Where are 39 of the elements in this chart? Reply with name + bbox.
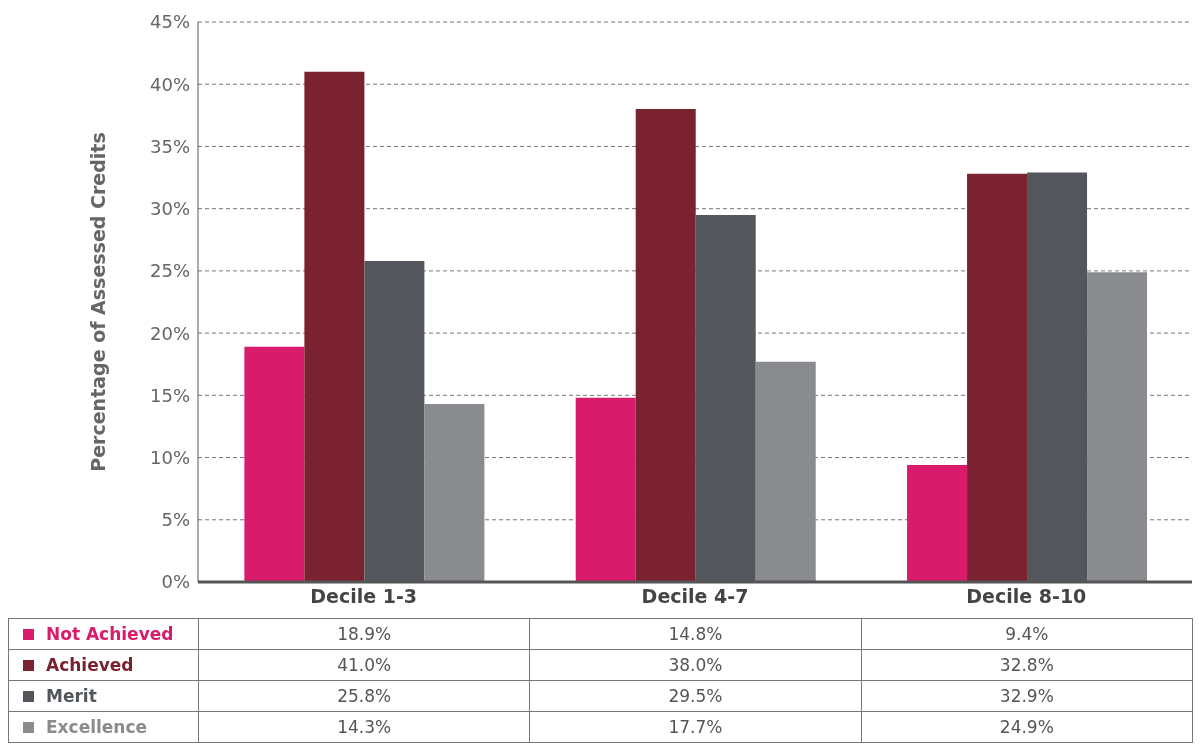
data-label: 38.0%: [529, 649, 862, 681]
legend-label: Achieved: [8, 649, 199, 681]
bar: [907, 465, 968, 582]
x-tick-label: Decile 1-3: [310, 585, 418, 608]
y-tick-label: 40%: [149, 73, 190, 95]
y-tick-label: 25%: [149, 260, 190, 282]
y-tick-label: 15%: [149, 384, 190, 406]
legend-label: Excellence: [8, 711, 199, 743]
y-tick-label: 0%: [161, 571, 190, 593]
data-label: 32.8%: [861, 649, 1193, 681]
data-label: 14.3%: [198, 711, 530, 743]
data-label: 18.9%: [198, 618, 530, 650]
data-label: 41.0%: [198, 649, 530, 681]
data-label: 14.8%: [529, 618, 862, 650]
data-label: 9.4%: [861, 618, 1193, 650]
bar: [304, 71, 365, 582]
data-label: 24.9%: [861, 711, 1193, 743]
data-label: 17.7%: [529, 711, 862, 743]
data-label: 32.9%: [861, 680, 1193, 712]
bar: [424, 404, 485, 582]
bar: [755, 361, 816, 582]
data-label: 29.5%: [529, 680, 862, 712]
legend-label: Merit: [8, 680, 199, 712]
data-label: 25.8%: [198, 680, 530, 712]
bar: [575, 397, 636, 582]
y-tick-label: 20%: [149, 322, 190, 344]
legend-label: Not Achieved: [8, 618, 199, 650]
bar: [967, 173, 1028, 582]
bar: [635, 109, 696, 582]
bar: [1087, 272, 1148, 582]
y-tick-label: 35%: [149, 135, 190, 157]
y-tick-label: 30%: [149, 198, 190, 220]
x-tick-label: Decile 4-7: [641, 585, 749, 608]
y-axis-title: Percentage of Assessed Credits: [86, 132, 109, 472]
x-tick-label: Decile 8-10: [966, 585, 1087, 608]
y-tick-label: 45%: [149, 11, 190, 33]
y-tick-label: 5%: [161, 509, 190, 531]
y-tick-label: 10%: [149, 446, 190, 468]
bar: [244, 346, 305, 582]
